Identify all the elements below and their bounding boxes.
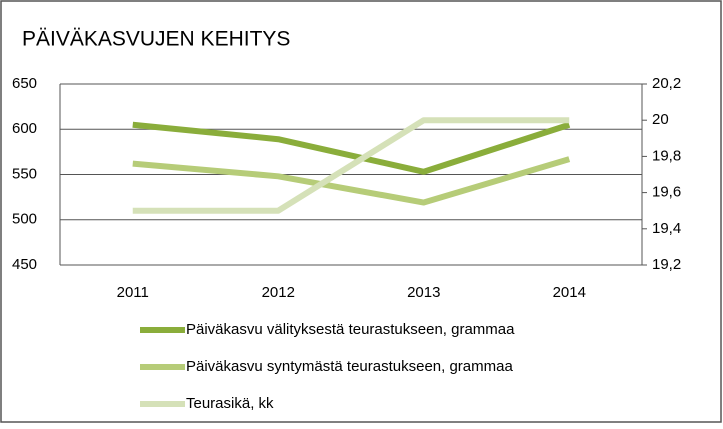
y-tick-label: 650: [12, 75, 37, 92]
chart-title: PÄIVÄKASVUJEN KEHITYS: [22, 28, 290, 51]
y-tick-label: 550: [12, 165, 37, 182]
legend-label: Teurasikä, kk: [186, 395, 274, 412]
series-line: [132, 121, 571, 175]
x-tick-label: 2014: [553, 284, 586, 301]
series-line: [132, 156, 571, 206]
series-line: [132, 117, 570, 214]
y-tick-label: 450: [12, 256, 37, 273]
y2-tick-label: 19,4: [652, 220, 681, 237]
legend-label: Päiväkasvu syntymästä teurastukseen, gra…: [186, 358, 513, 375]
y-tick-label: 500: [12, 211, 37, 228]
legend-label: Päiväkasvu välityksestä teurastukseen, g…: [186, 321, 515, 338]
y2-tick-label: 20: [652, 111, 669, 128]
x-tick-label: 2013: [407, 284, 440, 301]
y2-tick-label: 20,2: [652, 75, 681, 92]
x-tick-label: 2011: [117, 284, 149, 301]
y2-tick-label: 19,8: [652, 147, 681, 164]
y2-tick-label: 19,2: [652, 256, 681, 273]
y-tick-label: 600: [12, 120, 37, 137]
x-tick-label: 2012: [262, 284, 295, 301]
y2-tick-label: 19,6: [652, 184, 681, 201]
